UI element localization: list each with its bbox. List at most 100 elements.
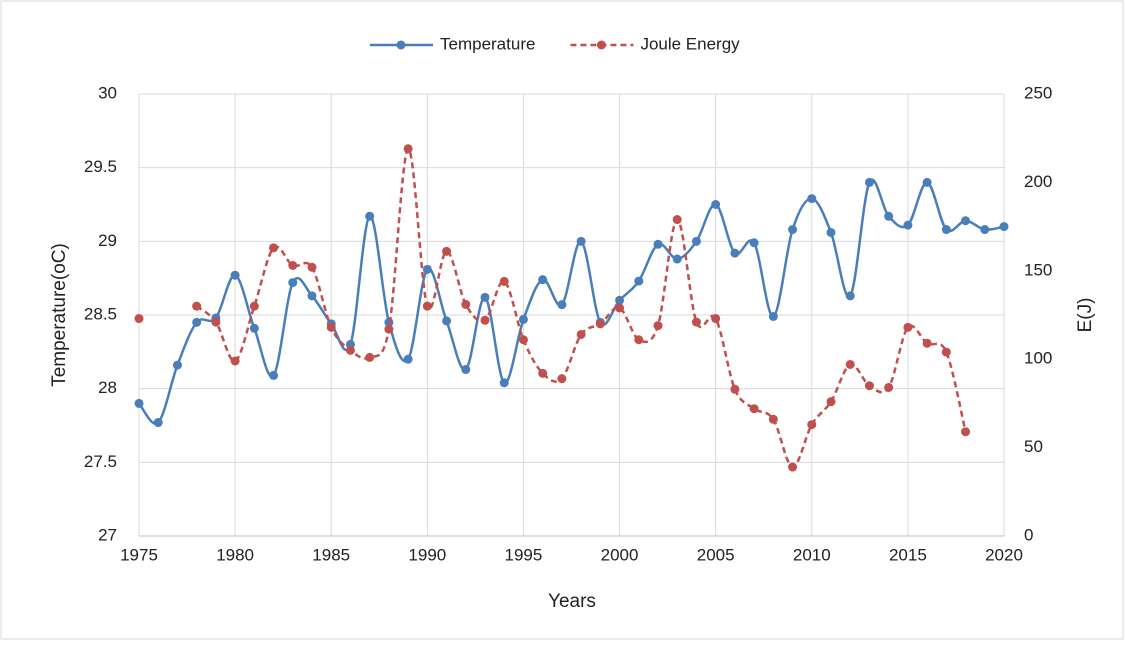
data-point — [691, 317, 701, 327]
data-point — [845, 360, 855, 370]
data-point — [941, 225, 951, 235]
y2-tick-label: 0 — [1024, 525, 1033, 544]
data-point — [884, 211, 894, 221]
data-point — [518, 335, 528, 345]
data-point — [249, 301, 259, 311]
data-point — [249, 323, 259, 333]
data-point — [384, 324, 394, 334]
data-point — [422, 301, 432, 311]
data-point — [422, 264, 432, 274]
y2-tick-label: 150 — [1024, 260, 1052, 279]
data-point — [807, 420, 817, 430]
x-tick-label: 2020 — [985, 545, 1023, 564]
data-point — [576, 236, 586, 246]
data-point — [961, 427, 971, 437]
data-point — [134, 314, 144, 324]
y2-axis-title: E(J) — [1075, 298, 1096, 333]
data-point — [499, 276, 509, 286]
x-tick-label: 1990 — [408, 545, 446, 564]
legend-label: Joule Energy — [640, 34, 740, 53]
data-point — [672, 215, 682, 225]
data-point — [980, 225, 990, 235]
data-point — [192, 301, 202, 311]
data-point — [922, 177, 932, 187]
data-point — [634, 276, 644, 286]
legend-marker — [596, 40, 606, 50]
data-point — [749, 238, 759, 248]
y2-tick-label: 200 — [1024, 172, 1052, 191]
data-point — [557, 374, 567, 384]
data-point — [864, 177, 874, 187]
data-point — [480, 315, 490, 325]
data-point — [730, 248, 740, 258]
data-point — [615, 295, 625, 305]
y-tick-label: 29.5 — [84, 157, 117, 176]
data-point — [442, 316, 452, 326]
y-tick-label: 28 — [98, 378, 117, 397]
data-point — [941, 347, 951, 357]
data-point — [634, 335, 644, 345]
data-point — [461, 299, 471, 309]
x-tick-label: 1980 — [216, 545, 254, 564]
data-point — [672, 254, 682, 264]
data-point — [768, 311, 778, 321]
data-point — [269, 370, 279, 380]
y-tick-label: 29 — [98, 231, 117, 250]
x-tick-label: 1985 — [312, 545, 350, 564]
data-point — [307, 291, 317, 301]
data-point — [884, 382, 894, 392]
data-point — [595, 319, 605, 329]
data-point — [230, 270, 240, 280]
x-tick-label: 1975 — [120, 545, 158, 564]
data-point — [403, 354, 413, 364]
data-point — [192, 317, 202, 327]
y-axis-title: Temperature(oC) — [49, 243, 70, 387]
data-point — [961, 216, 971, 226]
data-point — [345, 345, 355, 355]
data-point — [576, 329, 586, 339]
data-point — [903, 322, 913, 332]
data-point — [711, 314, 721, 324]
series-line — [138, 178, 1005, 425]
x-tick-label: 2005 — [697, 545, 735, 564]
data-point — [788, 225, 798, 235]
data-point — [288, 260, 298, 270]
data-point — [807, 194, 817, 204]
data-point — [134, 398, 144, 408]
data-point — [999, 222, 1009, 232]
y2-tick-label: 100 — [1024, 349, 1052, 368]
data-point — [365, 352, 375, 362]
data-point — [403, 144, 413, 154]
data-point — [172, 360, 182, 370]
data-point — [288, 278, 298, 288]
data-point — [922, 338, 932, 348]
data-point — [826, 397, 836, 407]
legend-label: Temperature — [440, 34, 535, 53]
data-point — [211, 317, 221, 327]
legend-marker — [396, 40, 406, 50]
x-tick-label: 2010 — [793, 545, 831, 564]
data-point — [230, 356, 240, 366]
data-point — [615, 303, 625, 313]
data-point — [518, 314, 528, 324]
data-point — [326, 322, 336, 332]
data-point — [903, 220, 913, 230]
data-point — [768, 414, 778, 424]
y-tick-label: 28.5 — [84, 304, 117, 323]
y2-tick-label: 50 — [1024, 437, 1043, 456]
data-point — [826, 227, 836, 237]
x-tick-label: 1995 — [505, 545, 543, 564]
data-point — [538, 368, 548, 378]
data-point — [653, 239, 663, 249]
y2-tick-label: 250 — [1024, 83, 1052, 102]
data-point — [730, 384, 740, 394]
x-axis-title: Years — [548, 591, 596, 612]
data-point — [864, 381, 874, 391]
y-tick-label: 27 — [98, 525, 117, 544]
data-point — [557, 300, 567, 310]
x-tick-label: 2015 — [889, 545, 927, 564]
data-point — [788, 462, 798, 472]
data-point — [269, 243, 279, 253]
